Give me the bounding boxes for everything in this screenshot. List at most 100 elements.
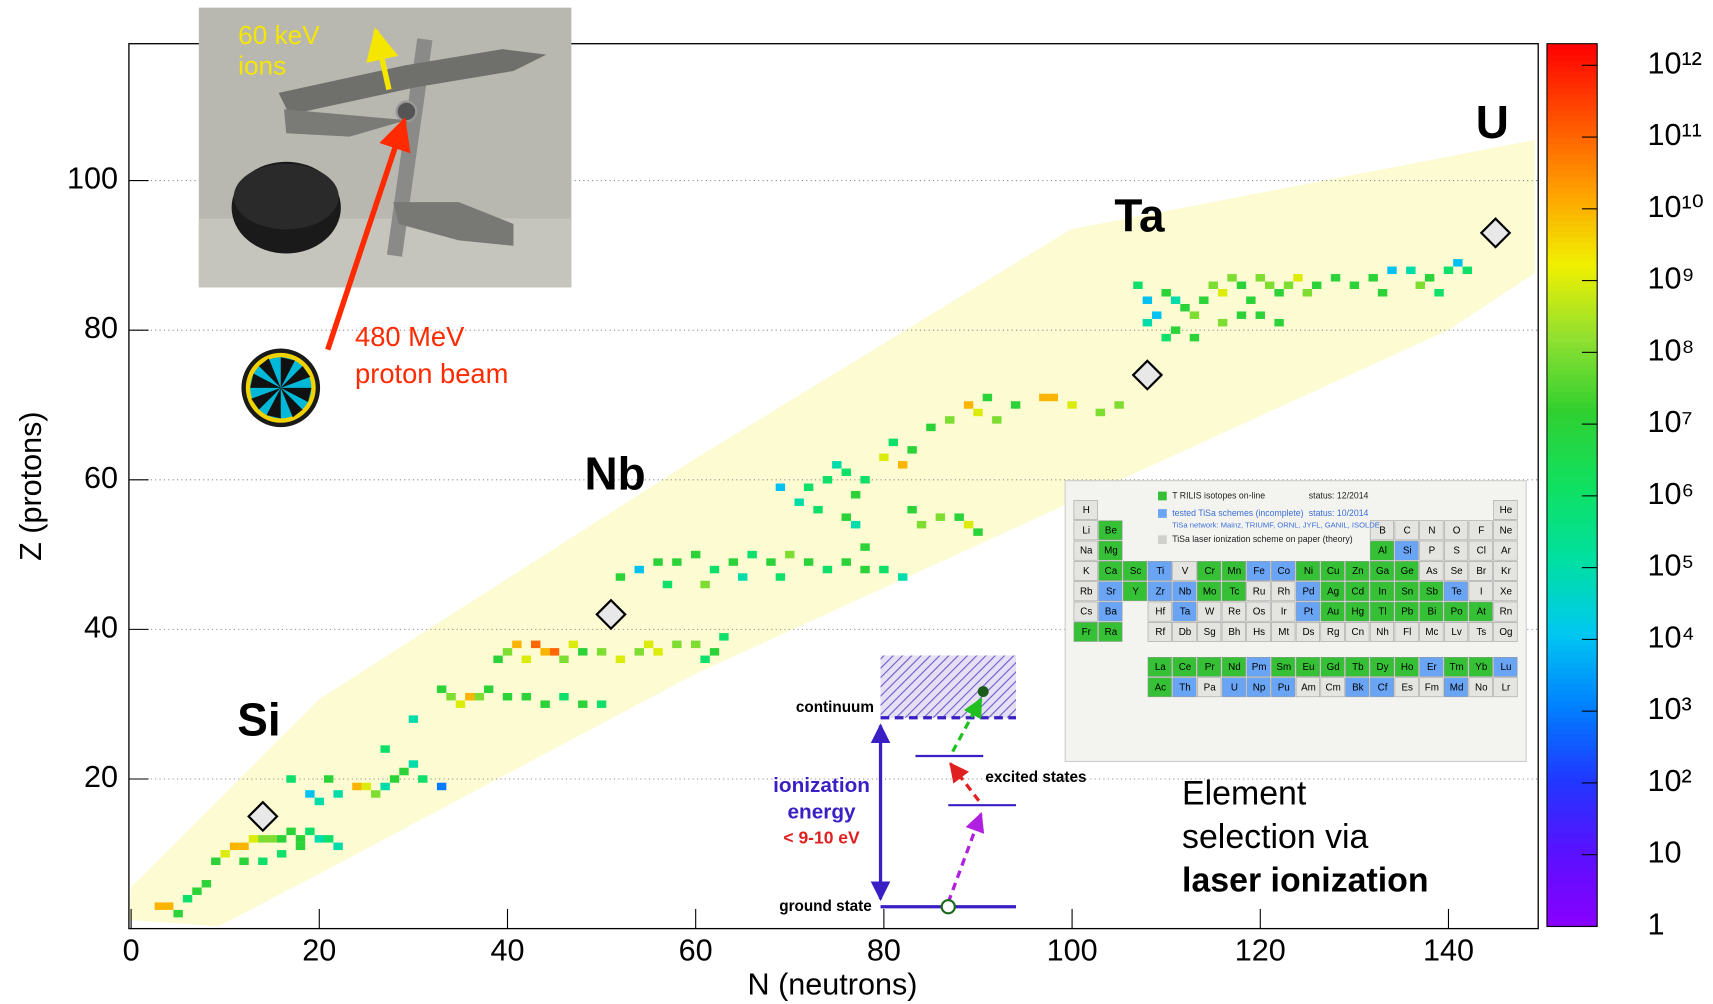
element-symbol: Au — [1327, 607, 1339, 618]
colorbar-band — [1547, 524, 1597, 530]
element-symbol: Po — [1451, 607, 1464, 618]
element-symbol: Na — [1080, 546, 1093, 557]
element-symbol: Ge — [1401, 566, 1415, 577]
colorbar-band — [1547, 860, 1597, 866]
colorbar-band — [1547, 910, 1597, 916]
element-symbol: Ac — [1155, 682, 1167, 693]
heatmap-cell — [390, 775, 399, 782]
element-symbol: Xe — [1500, 586, 1513, 597]
heatmap-cell — [484, 685, 493, 692]
heatmap-cell — [1416, 282, 1425, 289]
element-symbol: Cr — [1205, 566, 1216, 577]
heatmap-cell — [1453, 259, 1462, 266]
heatmap-cell — [804, 558, 813, 565]
colorbar-band — [1547, 678, 1597, 684]
colorbar-band — [1547, 651, 1597, 657]
colorbar-band — [1547, 584, 1597, 590]
element-symbol: Th — [1179, 682, 1190, 693]
element-symbol: H — [1083, 505, 1090, 516]
colorbar-band — [1547, 303, 1597, 309]
element-symbol: Ni — [1304, 566, 1313, 577]
heatmap-cell — [738, 573, 747, 580]
colorbar-band — [1547, 375, 1597, 381]
heatmap-cell — [672, 558, 681, 565]
heatmap-cell — [531, 641, 540, 648]
colorbar-band — [1547, 535, 1597, 541]
colorbar-band — [1547, 573, 1597, 579]
heatmap-cell — [446, 693, 455, 700]
colorbar-band — [1547, 689, 1597, 695]
colorbar-band — [1547, 645, 1597, 651]
legend-swatch — [1158, 492, 1167, 501]
heatmap-cell — [860, 543, 869, 550]
heatmap-cell — [597, 648, 606, 655]
heatmap-cell — [700, 581, 709, 588]
heatmap-cell — [851, 521, 860, 528]
heatmap-cell — [202, 880, 211, 887]
heatmap-cell — [578, 700, 587, 707]
heatmap-cell — [371, 790, 380, 797]
colorbar-band — [1547, 364, 1597, 370]
x-tick-label: 40 — [490, 934, 524, 968]
colorbar-tick-label: 10² — [1647, 764, 1691, 798]
colorbar-band — [1547, 270, 1597, 276]
element-label: Nb — [584, 448, 645, 500]
beam-label: 480 MeV — [355, 321, 465, 352]
heatmap-cell — [333, 790, 342, 797]
element-symbol: Cu — [1327, 566, 1340, 577]
element-symbol: Ca — [1105, 566, 1118, 577]
colorbar-band — [1547, 397, 1597, 403]
y-tick-label: 80 — [84, 311, 118, 345]
colorbar-band — [1547, 187, 1597, 193]
heatmap-cell — [305, 828, 314, 835]
colorbar-band — [1547, 871, 1597, 877]
element-symbol: Br — [1476, 566, 1487, 577]
heatmap-cell — [540, 648, 549, 655]
heatmap-cell — [1246, 296, 1255, 303]
heatmap-cell — [653, 648, 662, 655]
heatmap-cell — [1218, 319, 1227, 326]
colorbar-band — [1547, 684, 1597, 690]
colorbar-band — [1547, 882, 1597, 888]
colorbar-band — [1547, 866, 1597, 872]
element-symbol: Rn — [1500, 607, 1513, 618]
element-label: U — [1476, 96, 1509, 148]
heatmap-cell — [1161, 334, 1170, 341]
colorbar-band — [1547, 546, 1597, 552]
element-symbol: Mc — [1425, 627, 1438, 638]
colorbar-band — [1547, 386, 1597, 392]
element-symbol: Sg — [1204, 627, 1216, 638]
element-symbol: Ar — [1501, 546, 1512, 557]
element-symbol: Ra — [1105, 627, 1118, 638]
heatmap-cell — [220, 850, 229, 857]
element-symbol: Sc — [1130, 566, 1142, 577]
element-symbol: Fl — [1403, 627, 1411, 638]
colorbar-band — [1547, 750, 1597, 756]
heatmap-cell — [776, 573, 785, 580]
colorbar-tick-label: 10⁹ — [1647, 262, 1694, 296]
colorbar-band — [1547, 717, 1597, 723]
heatmap-cell — [522, 693, 531, 700]
colorbar-tick-label: 10 — [1647, 836, 1681, 870]
element-symbol: Rb — [1080, 586, 1093, 597]
heatmap-cell — [409, 760, 418, 767]
colorbar-band — [1547, 149, 1597, 155]
colorbar-band — [1547, 55, 1597, 61]
heatmap-cell — [315, 835, 324, 842]
element-symbol: K — [1083, 566, 1090, 577]
legend-status: status: 12/2014 — [1309, 490, 1369, 500]
colorbar-band — [1547, 71, 1597, 77]
element-symbol: Cm — [1325, 682, 1340, 693]
element-symbol: Gd — [1327, 662, 1340, 673]
element-symbol: N — [1428, 525, 1435, 536]
colorbar-band — [1547, 457, 1597, 463]
heatmap-cell — [1256, 311, 1265, 318]
element-symbol: Pu — [1278, 682, 1290, 693]
heatmap-cell — [578, 648, 587, 655]
element-symbol: Fe — [1253, 566, 1265, 577]
heatmap-cell — [1293, 274, 1302, 281]
element-symbol: W — [1205, 607, 1215, 618]
element-symbol: Np — [1253, 682, 1266, 693]
heatmap-cell — [1190, 311, 1199, 318]
heatmap-cell — [747, 551, 756, 558]
